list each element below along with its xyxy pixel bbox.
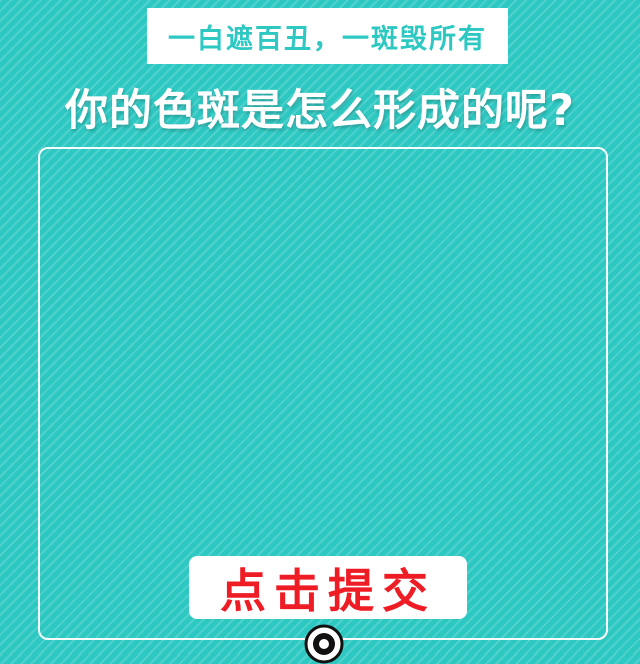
tagline-banner: 一白遮百丑，一斑毁所有 <box>147 8 508 64</box>
submit-button[interactable]: 点击提交 <box>189 556 467 619</box>
record-button-icon[interactable] <box>304 624 344 664</box>
tagline-text: 一白遮百丑，一斑毁所有 <box>168 23 487 55</box>
page-title: 你的色斑是怎么形成的呢? <box>65 86 575 136</box>
submit-button-label: 点击提交 <box>220 563 436 618</box>
